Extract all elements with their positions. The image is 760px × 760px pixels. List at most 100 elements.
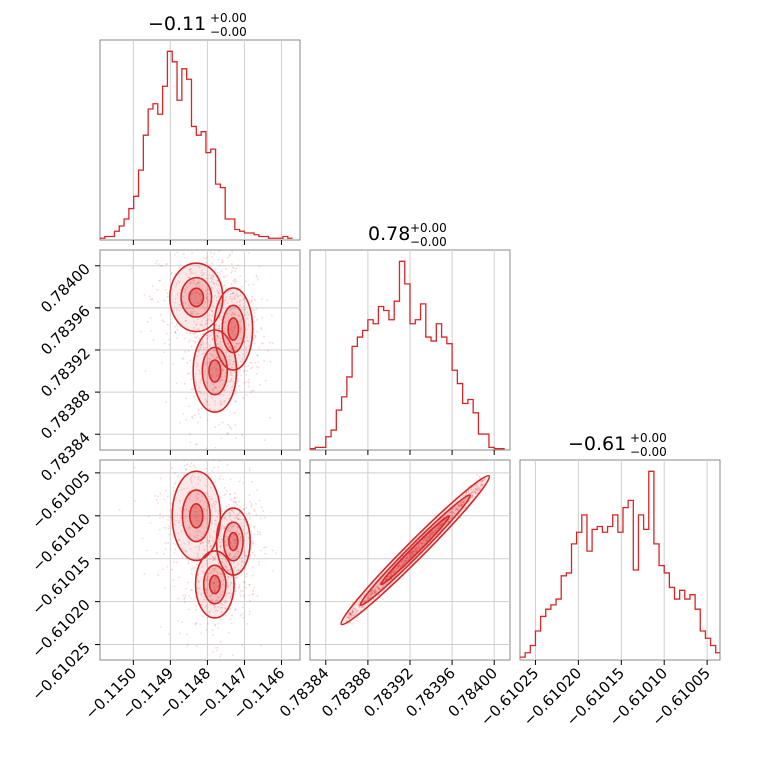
corner-1-0-point-18 (188, 372, 191, 375)
corner-2-1-point-741 (374, 588, 376, 591)
diag-1-bin-11 (368, 320, 373, 450)
corner-2-1-point-819 (475, 488, 477, 491)
corner-1-0-point-104 (250, 301, 253, 303)
corner-2-0-point-325 (213, 569, 216, 572)
corner-1-0-point-837 (218, 302, 221, 305)
corner-2-0-contour-mid-2 (222, 521, 244, 562)
diag-0-bin-3 (114, 231, 119, 240)
corner-2-1-point-414 (431, 533, 434, 536)
corner-2-0-point-438 (189, 465, 192, 468)
corner-1-0-point-269 (236, 342, 239, 345)
corner-2-0-point-11 (251, 566, 254, 568)
corner-2-0-point-598 (200, 632, 203, 635)
corner-2-0-point-143 (226, 522, 228, 525)
corner-2-0-point-818 (221, 561, 224, 563)
corner-2-0-point-0 (191, 499, 193, 502)
corner-2-1-point-694 (412, 550, 414, 553)
corner-2-1-point-848 (404, 560, 407, 563)
diag-1-bin-22 (426, 337, 431, 450)
corner-1-0-point-328 (206, 319, 209, 322)
corner-2-1-point-32 (395, 567, 398, 570)
corner-2-0-point-856 (218, 655, 221, 658)
corner-1-0-point-207 (161, 319, 164, 322)
corner-1-0-point-143 (231, 330, 234, 332)
corner-2-1-point-372 (362, 601, 364, 604)
corner-2-0-point-869 (229, 518, 232, 521)
diag-2-bin-2 (530, 645, 535, 660)
corner-2-0-point-204 (187, 432, 189, 434)
corner-2-1-point-107 (438, 525, 441, 528)
corner-2-1-point-33 (363, 599, 366, 602)
diag-0-bin-10 (148, 109, 153, 240)
corner-1-0-point-402 (211, 262, 214, 265)
corner-2-1-point-322 (379, 588, 382, 590)
corner-2-0-point-19 (177, 619, 180, 622)
corner-2-1-point-204 (457, 505, 460, 507)
corner-2-1-point-812 (361, 605, 363, 608)
diag-0-bin-21 (201, 132, 206, 240)
corner-1-0-point-103 (193, 395, 195, 398)
corner-2-1-point-751 (477, 489, 479, 492)
diag-2-bin-36 (705, 638, 710, 660)
diag-2-bin-9 (566, 573, 571, 660)
title-diag-0-plus: +0.00 (210, 11, 247, 25)
corner-2-0-point-738 (215, 444, 217, 446)
corner-2-0-point-319 (230, 581, 233, 584)
corner-1-0-point-612 (189, 270, 192, 273)
diag-0-bin-13 (163, 86, 168, 240)
corner-1-0-marks (131, 242, 274, 450)
corner-1-0-point-590 (237, 295, 240, 297)
corner-1-0-point-533 (237, 343, 240, 345)
corner-1-0-point-762 (176, 309, 178, 311)
corner-2-0-point-327 (195, 604, 198, 607)
corner-2-1-point-854 (415, 547, 418, 550)
corner-2-0-point-123 (228, 516, 231, 518)
corner-2-1-point-783 (444, 519, 447, 522)
corner-2-0-point-834 (180, 530, 183, 532)
corner-2-1-point-681 (407, 554, 410, 557)
corner-2-1-point-293 (406, 555, 409, 558)
corner-2-0-point-824 (252, 589, 254, 592)
corner-2-1-point-816 (348, 613, 350, 616)
corner-1-0-point-893 (208, 314, 211, 316)
corner-2-0-point-423 (186, 463, 189, 466)
corner-2-1-point-755 (455, 505, 458, 508)
corner-2-0-point-471 (145, 549, 148, 552)
corner-2-0-point-193 (242, 595, 245, 598)
corner-1-0-point-399 (185, 242, 187, 244)
diag-2-bin-13 (587, 551, 592, 660)
corner-2-0-point-740 (241, 560, 243, 563)
diag-2-bin-25 (649, 471, 654, 660)
corner-1-0-point-825 (159, 279, 162, 282)
diag-0-bin-14 (167, 51, 172, 240)
corner-2-0-point-532 (184, 550, 187, 552)
corner-1-0-point-756 (199, 323, 202, 326)
corner-1-0-point-850 (220, 375, 223, 378)
corner-2-1-point-446 (348, 612, 351, 614)
corner-2-0-point-481 (215, 646, 217, 649)
corner-2-0-point-373 (173, 585, 176, 588)
corner-2-0-point-278 (242, 508, 245, 511)
corner-2-0-point-114 (190, 480, 193, 482)
corner-1-0-point-696 (215, 282, 218, 285)
corner-1-0-point-216 (205, 293, 208, 296)
corner-1-0-point-315 (235, 289, 238, 292)
diag-2-histogram-line (520, 470, 720, 658)
corner-1-0-point-535 (196, 328, 199, 330)
corner-2-0-point-447 (190, 481, 193, 484)
corner-2-1-point-253 (367, 597, 370, 600)
corner-2-0-point-520 (214, 606, 216, 609)
corner-1-0-point-634 (212, 356, 215, 359)
corner-2-1-point-889 (437, 524, 440, 527)
diag-0-histogram-line (100, 50, 293, 239)
diag-0-bin-20 (196, 135, 201, 240)
diag-1-bin-25 (442, 337, 447, 450)
corner-2-0-point-891 (185, 447, 187, 449)
corner-1-0-point-887 (269, 360, 272, 363)
corner-1-0-point-748 (235, 390, 237, 392)
corner-2-0-point-78 (248, 469, 251, 472)
corner-1-0-point-618 (170, 271, 173, 274)
corner-2-0-point-342 (194, 516, 197, 519)
corner-2-0-point-331 (194, 623, 197, 626)
corner-2-1-point-159 (473, 485, 476, 488)
